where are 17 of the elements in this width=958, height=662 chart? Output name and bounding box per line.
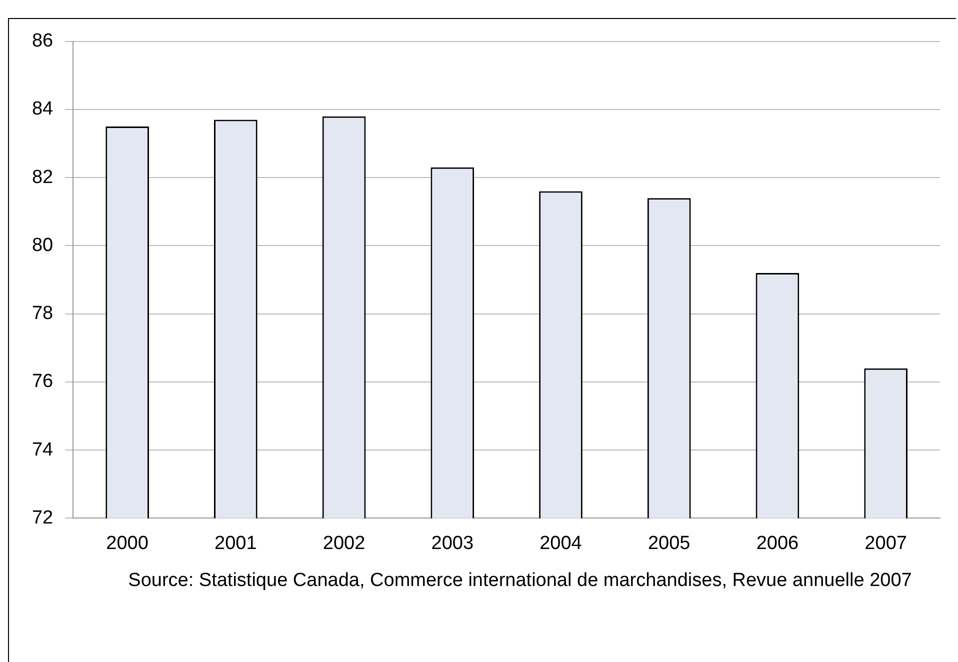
y-tick-label: 72 xyxy=(32,507,54,528)
x-tick-label: 2007 xyxy=(864,532,907,554)
x-tick-label: 2005 xyxy=(648,532,690,554)
y-tick-label: 74 xyxy=(32,439,54,460)
x-tick-label: 2002 xyxy=(322,532,366,554)
y-tick-label: 82 xyxy=(32,166,54,188)
y-tick-label: 76 xyxy=(32,371,54,392)
y-tick-label: 80 xyxy=(32,234,54,256)
x-tick-label: 2000 xyxy=(106,532,148,554)
y-tick-label: 78 xyxy=(32,303,54,324)
y-tick-label: 84 xyxy=(32,98,54,120)
x-tick-label: 2003 xyxy=(431,532,474,554)
y-tick-label: 86 xyxy=(32,30,54,52)
x-tick-label: 2001 xyxy=(214,532,257,554)
source-note: Source: Statistique Canada, Commerce international de marchandises, Revue annuelle 2007 xyxy=(127,569,913,593)
x-tick-label: 2004 xyxy=(540,532,582,554)
x-tick-label: 2006 xyxy=(756,532,799,554)
